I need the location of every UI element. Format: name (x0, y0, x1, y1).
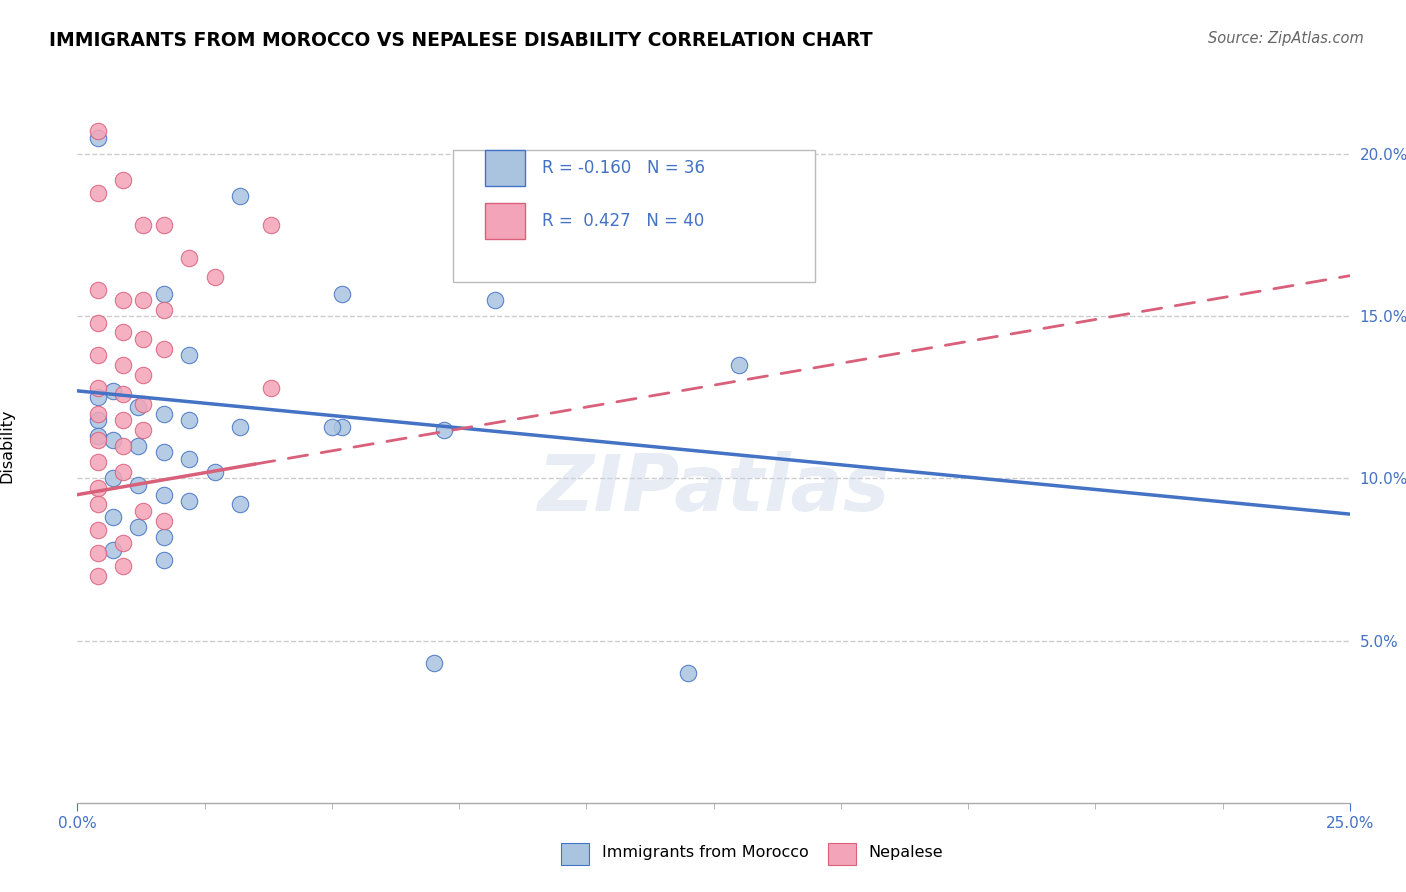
Point (153, 286, 176, 301)
Point (86, 433, 108, 447)
Point (112, 173, 135, 187)
Point (101, 433, 124, 447)
Point (112, 439, 135, 453)
Bar (485, 150, 526, 186)
Point (127, 520, 149, 534)
Point (229, 497, 252, 511)
Point (204, 465, 226, 479)
Point (86, 407, 108, 421)
Point (112, 559, 135, 574)
Point (132, 423, 155, 437)
Bar (828, 844, 856, 865)
Point (112, 387, 135, 401)
Point (132, 293, 155, 307)
Point (179, 251, 201, 265)
Point (153, 488, 176, 502)
Text: Source: ZipAtlas.com: Source: ZipAtlas.com (1208, 31, 1364, 46)
Point (422, 657, 444, 671)
Point (132, 368, 155, 382)
Point (260, 381, 283, 395)
Point (127, 400, 149, 414)
Point (86, 481, 108, 495)
Point (728, 358, 751, 372)
Point (330, 286, 353, 301)
Point (86, 546, 108, 560)
FancyBboxPatch shape (453, 150, 815, 282)
Point (86, 497, 108, 511)
Point (86, 455, 108, 469)
Point (86, 283, 108, 297)
Point (132, 504, 155, 518)
Text: R =  0.427   N = 40: R = 0.427 N = 40 (541, 212, 704, 230)
Point (127, 478, 149, 492)
Point (484, 193, 506, 207)
Point (229, 189, 252, 203)
Text: ZIPatlas: ZIPatlas (537, 450, 890, 527)
Point (229, 419, 252, 434)
Text: R = -0.160   N = 36: R = -0.160 N = 36 (541, 159, 704, 177)
Point (112, 293, 135, 307)
Point (112, 326, 135, 340)
Point (101, 471, 124, 485)
Point (86, 381, 108, 395)
Point (179, 348, 201, 362)
Point (153, 530, 176, 544)
Point (433, 423, 456, 437)
Point (204, 270, 226, 285)
Text: Immigrants from Morocco: Immigrants from Morocco (602, 846, 808, 860)
Bar (561, 844, 589, 865)
Point (153, 407, 176, 421)
Point (676, 666, 699, 681)
Point (86, 524, 108, 538)
Point (86, 348, 108, 362)
Point (86, 186, 108, 200)
Point (779, 254, 801, 268)
Point (484, 293, 506, 307)
Point (101, 510, 124, 524)
Point (132, 397, 155, 411)
Point (179, 413, 201, 427)
Point (86, 390, 108, 404)
Bar (485, 203, 526, 239)
Point (101, 542, 124, 557)
Point (86, 131, 108, 145)
Point (153, 445, 176, 459)
Point (112, 413, 135, 427)
Point (153, 514, 176, 528)
Point (330, 419, 353, 434)
Point (86, 316, 108, 330)
Text: Nepalese: Nepalese (869, 846, 943, 860)
Point (132, 332, 155, 346)
Y-axis label: Disability: Disability (0, 409, 15, 483)
Point (260, 219, 283, 233)
Point (101, 384, 124, 398)
Point (112, 358, 135, 372)
Point (132, 219, 155, 233)
Text: IMMIGRANTS FROM MOROCCO VS NEPALESE DISABILITY CORRELATION CHART: IMMIGRANTS FROM MOROCCO VS NEPALESE DISA… (49, 31, 873, 50)
Point (86, 124, 108, 138)
Point (86, 568, 108, 582)
Point (153, 219, 176, 233)
Point (112, 536, 135, 550)
Point (179, 452, 201, 467)
Point (179, 494, 201, 508)
Point (153, 342, 176, 356)
Point (153, 302, 176, 317)
Point (112, 465, 135, 479)
Point (127, 439, 149, 453)
Point (153, 552, 176, 566)
Point (86, 429, 108, 443)
Point (321, 419, 343, 434)
Point (86, 413, 108, 427)
